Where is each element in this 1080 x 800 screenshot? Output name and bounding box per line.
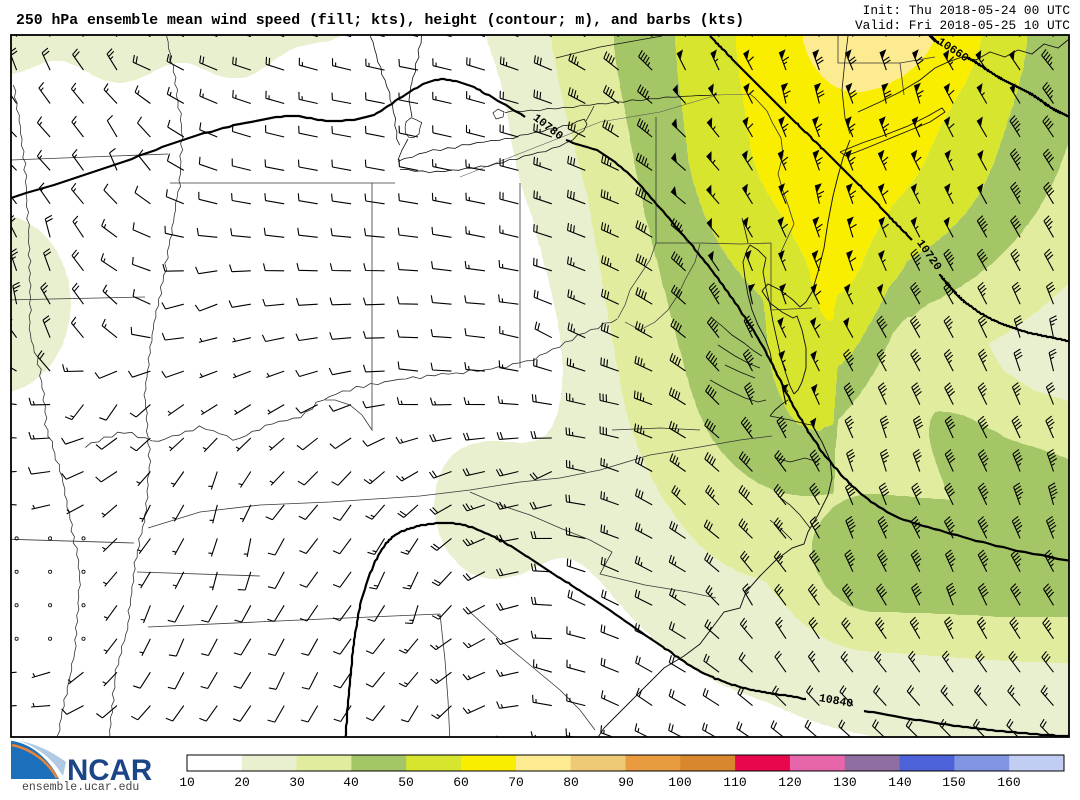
- svg-text:80: 80: [563, 775, 579, 790]
- svg-text:130: 130: [833, 775, 856, 790]
- svg-text:50: 50: [398, 775, 414, 790]
- svg-text:120: 120: [778, 775, 801, 790]
- svg-text:90: 90: [618, 775, 634, 790]
- svg-text:Init: Thu 2018-05-24 00 UTC: Init: Thu 2018-05-24 00 UTC: [863, 3, 1071, 18]
- svg-text:150: 150: [942, 775, 965, 790]
- svg-text:100: 100: [668, 775, 691, 790]
- svg-text:10: 10: [179, 775, 195, 790]
- svg-text:40: 40: [343, 775, 359, 790]
- svg-text:NCAR: NCAR: [67, 754, 152, 787]
- svg-text:30: 30: [289, 775, 305, 790]
- svg-text:250 hPa ensemble mean wind spe: 250 hPa ensemble mean wind speed (fill; …: [16, 13, 744, 29]
- svg-text:160: 160: [997, 775, 1020, 790]
- svg-text:70: 70: [508, 775, 524, 790]
- svg-text:20: 20: [234, 775, 250, 790]
- svg-text:140: 140: [888, 775, 911, 790]
- svg-text:110: 110: [723, 775, 746, 790]
- svg-text:60: 60: [453, 775, 469, 790]
- svg-text:Valid: Fri 2018-05-25 10 UTC: Valid: Fri 2018-05-25 10 UTC: [855, 18, 1070, 33]
- svg-text:ensemble.ucar.edu: ensemble.ucar.edu: [22, 781, 139, 794]
